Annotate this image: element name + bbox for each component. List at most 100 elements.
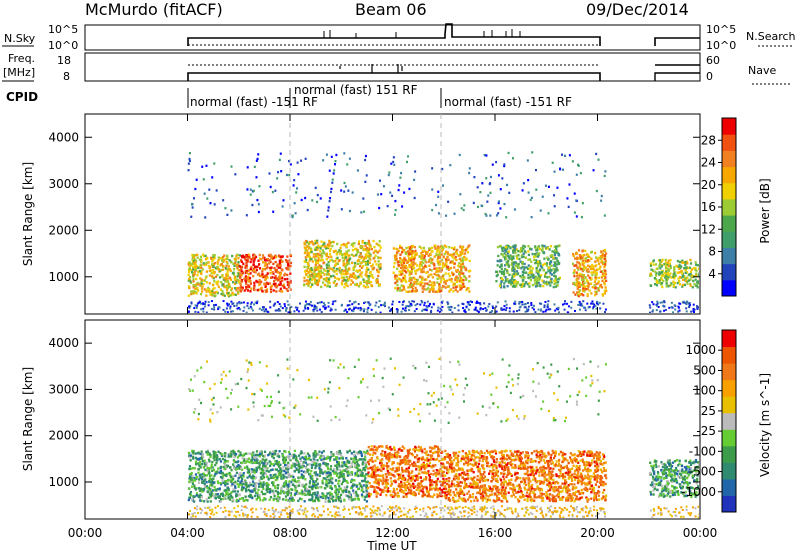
scatter-cell bbox=[453, 257, 456, 260]
scatter-cell bbox=[227, 493, 230, 497]
scatter-cell bbox=[242, 487, 245, 491]
scatter-cell bbox=[594, 287, 597, 290]
scatter-cell bbox=[431, 281, 434, 284]
scatter-cell bbox=[506, 271, 509, 274]
scatter-cell bbox=[452, 286, 455, 289]
scatter-cell bbox=[353, 274, 356, 277]
scatter-cell bbox=[422, 261, 425, 265]
scatter-cell bbox=[345, 245, 348, 249]
scatter-cell bbox=[210, 307, 213, 310]
scatter-cell bbox=[324, 470, 327, 473]
scatter-cell bbox=[216, 459, 219, 462]
scatter-cell bbox=[464, 258, 467, 262]
scatter-cell bbox=[211, 492, 214, 496]
scatter-cell bbox=[542, 280, 545, 283]
scatter-cell bbox=[347, 254, 350, 257]
scatter-cell bbox=[360, 473, 363, 477]
scatter-cell bbox=[191, 202, 194, 206]
scatter-cell bbox=[332, 499, 335, 503]
scatter-cell bbox=[462, 303, 465, 306]
scatter-cell bbox=[586, 287, 589, 291]
scatter-cell bbox=[216, 283, 219, 286]
scatter-cell bbox=[360, 489, 363, 492]
scatter-cell bbox=[226, 280, 230, 283]
scatter-cell bbox=[334, 259, 337, 263]
scatter-cell bbox=[367, 268, 370, 271]
scatter-cell bbox=[357, 259, 360, 262]
scatter-cell bbox=[187, 162, 190, 165]
scatter-cell bbox=[368, 254, 371, 258]
scatter-cell bbox=[269, 488, 272, 491]
scatter-cell bbox=[464, 268, 467, 271]
scatter-cell bbox=[239, 277, 242, 280]
scatter-cell bbox=[303, 270, 307, 273]
scatter-cell bbox=[427, 275, 430, 278]
scatter-cell bbox=[659, 261, 662, 265]
scatter-cell bbox=[553, 205, 556, 208]
scatter-cell bbox=[463, 255, 466, 259]
scatter-cell bbox=[386, 204, 389, 208]
scatter-cell bbox=[519, 247, 523, 250]
scatter-cell bbox=[326, 215, 329, 218]
scatter-cell bbox=[593, 293, 597, 297]
scatter-cell bbox=[543, 257, 546, 260]
scatter-cell bbox=[193, 262, 196, 265]
scatter-cell bbox=[314, 242, 317, 245]
scatter-cell bbox=[323, 278, 326, 281]
scatter-cell bbox=[392, 271, 395, 274]
scatter-cell bbox=[445, 258, 448, 261]
scatter-cell bbox=[256, 157, 259, 161]
scatter-cell bbox=[334, 263, 338, 266]
scatter-cell bbox=[329, 455, 332, 459]
scatter-cell bbox=[248, 481, 252, 485]
scatter-cell bbox=[461, 251, 464, 255]
scatter-cell bbox=[426, 300, 429, 303]
scatter-cell bbox=[670, 282, 673, 285]
scatter-cell bbox=[363, 468, 367, 472]
scatter-cell bbox=[652, 263, 655, 266]
scatter-cell bbox=[189, 455, 192, 459]
scatter-cell bbox=[321, 254, 324, 258]
scatter-cell bbox=[192, 273, 196, 277]
scatter-cell bbox=[213, 458, 216, 462]
scatter-cell bbox=[382, 185, 385, 188]
scatter-cell bbox=[504, 279, 507, 283]
scatter-cell bbox=[366, 308, 369, 311]
scatter-cell bbox=[514, 208, 517, 211]
scatter-cell bbox=[312, 275, 315, 279]
scatter-cell bbox=[344, 279, 348, 282]
scatter-cell bbox=[336, 242, 339, 246]
scatter-cell bbox=[423, 304, 426, 307]
scatter-cell bbox=[441, 266, 444, 270]
scatter-cell bbox=[265, 282, 268, 285]
scatter-cell bbox=[376, 256, 380, 259]
scatter-cell bbox=[270, 284, 273, 288]
scatter-cell bbox=[518, 301, 521, 304]
scatter-cell bbox=[219, 492, 223, 496]
scatter-cell bbox=[197, 271, 200, 274]
scatter-cell bbox=[208, 492, 211, 495]
scatter-cell bbox=[446, 285, 449, 288]
scatter-cell bbox=[326, 285, 329, 288]
scatter-cell bbox=[273, 485, 277, 488]
scatter-cell bbox=[224, 484, 227, 487]
scatter-cell bbox=[357, 303, 360, 306]
scatter-cell bbox=[382, 304, 385, 307]
scatter-cell bbox=[412, 266, 416, 269]
scatter-cell bbox=[692, 279, 695, 283]
scatter-cell bbox=[256, 496, 260, 499]
scatter-cell bbox=[377, 243, 380, 247]
scatter-cell bbox=[352, 267, 355, 270]
scatter-cell bbox=[191, 271, 194, 274]
scatter-cell bbox=[535, 188, 538, 191]
scatter-cell bbox=[433, 281, 436, 284]
scatter-cell bbox=[590, 302, 593, 305]
scatter-cell bbox=[555, 263, 558, 266]
scatter-cell bbox=[577, 277, 580, 280]
scatter-cell bbox=[311, 304, 314, 307]
scatter-cell bbox=[224, 278, 227, 281]
scatter-cell bbox=[285, 258, 288, 262]
scatter-cell bbox=[266, 310, 269, 313]
scatter-cell bbox=[278, 262, 282, 265]
scatter-cell bbox=[272, 210, 275, 213]
